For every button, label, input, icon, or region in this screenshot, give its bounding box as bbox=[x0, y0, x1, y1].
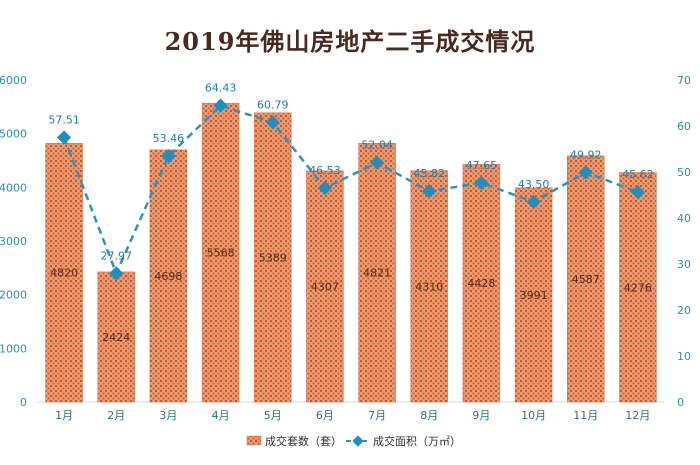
bar-value-label: 4307 bbox=[311, 280, 339, 293]
bar-value-label: 4821 bbox=[363, 267, 391, 280]
bar bbox=[462, 164, 501, 403]
x-tick-label: 3月 bbox=[159, 409, 177, 422]
bar-value-label: 4276 bbox=[624, 281, 652, 294]
legend-bar-label: 成交套数（套） bbox=[265, 434, 342, 448]
y-right-tick-label: 20 bbox=[677, 304, 691, 317]
y-left-tick-label: 6000 bbox=[0, 74, 27, 87]
line-marker bbox=[422, 184, 437, 199]
y-left-tick-label: 1000 bbox=[0, 342, 27, 355]
bar bbox=[254, 112, 292, 403]
y-left-tick-label: 4000 bbox=[0, 181, 27, 194]
line-marker bbox=[57, 130, 72, 145]
line-marker bbox=[630, 185, 645, 200]
x-tick-label: 5月 bbox=[264, 409, 282, 422]
bar bbox=[567, 155, 605, 403]
y-left-tick-label: 3000 bbox=[0, 235, 27, 248]
line-value-label: 27.97 bbox=[101, 249, 133, 262]
line-series bbox=[57, 98, 645, 281]
line-marker bbox=[526, 194, 541, 209]
legend: 成交套数（套） 成交面积（万㎡） bbox=[246, 434, 461, 448]
y-left-tick-label: 2000 bbox=[0, 289, 27, 302]
bar-value-label: 3991 bbox=[520, 289, 548, 302]
y-left-tick-label: 5000 bbox=[0, 128, 27, 141]
bar-value-label: 4820 bbox=[50, 267, 78, 280]
bar-value-labels: 4820 2424 4698 5568 5389 4307 4821 4310 4428 3991… bbox=[50, 247, 652, 344]
bar-value-label: 5568 bbox=[207, 247, 235, 260]
bar bbox=[410, 170, 448, 403]
x-tick-label: 10月 bbox=[521, 409, 546, 422]
bar bbox=[97, 271, 135, 403]
y-right-tick-label: 40 bbox=[677, 212, 691, 225]
bar-value-label: 4310 bbox=[415, 280, 443, 293]
line-value-label: 57.51 bbox=[48, 113, 80, 126]
bar bbox=[201, 102, 240, 403]
x-tick-label: 9月 bbox=[472, 409, 490, 422]
x-tick-label: 6月 bbox=[316, 409, 334, 422]
line-marker bbox=[109, 266, 124, 281]
x-tick-label: 1月 bbox=[55, 409, 73, 422]
y-right-tick-label: 50 bbox=[677, 166, 691, 179]
x-tick-label: 8月 bbox=[420, 409, 438, 422]
x-tick-label: 2月 bbox=[107, 409, 125, 422]
line-marker bbox=[161, 149, 176, 164]
bar bbox=[514, 187, 553, 403]
line-value-labels: 57.51 27.97 53.46 64.43 60.79 46.53 52.04 45.82… bbox=[48, 82, 653, 263]
legend-line-label: 成交面积（万㎡） bbox=[373, 434, 461, 448]
line-path bbox=[62, 104, 639, 277]
bar bbox=[358, 143, 396, 403]
y-right-tick-label: 60 bbox=[677, 120, 691, 133]
x-tick-labels: 1月 2月 3月 4月 5月 6月 7月 8月 9月 10月 11月 12月 bbox=[55, 409, 650, 422]
bar bbox=[619, 172, 657, 403]
legend-bar-swatch bbox=[246, 435, 262, 446]
line-value-label: 60.79 bbox=[257, 98, 289, 111]
y-right-tick-label: 30 bbox=[677, 258, 691, 271]
y-left-tick-label: 0 bbox=[20, 396, 27, 409]
y-right-tick-label: 10 bbox=[677, 350, 691, 363]
line-marker bbox=[265, 115, 280, 130]
line-marker bbox=[370, 155, 385, 170]
x-tick-label: 4月 bbox=[212, 409, 230, 422]
y-right-tick-label: 0 bbox=[677, 396, 684, 409]
line-value-label: 52.04 bbox=[361, 139, 393, 152]
y-right-tick-label: 70 bbox=[677, 74, 691, 87]
bar-series bbox=[45, 102, 657, 403]
line-value-label: 64.43 bbox=[205, 82, 237, 95]
line-value-label: 43.50 bbox=[518, 178, 550, 191]
bar-value-label: 4587 bbox=[572, 273, 600, 286]
line-marker bbox=[578, 165, 593, 180]
line-value-label: 46.53 bbox=[309, 164, 341, 177]
bar-value-label: 4428 bbox=[467, 277, 495, 290]
bar bbox=[45, 143, 83, 403]
line-value-label: 45.62 bbox=[622, 168, 654, 181]
line-value-label: 49.92 bbox=[570, 148, 602, 161]
chart-title: 2019年佛山房地产二手成交情况 bbox=[164, 27, 536, 56]
x-tick-label: 11月 bbox=[573, 409, 598, 422]
x-tick-label: 12月 bbox=[625, 409, 650, 422]
bar bbox=[306, 170, 344, 403]
line-marker bbox=[317, 180, 332, 196]
line-value-label: 53.46 bbox=[153, 132, 185, 145]
line-value-label: 47.65 bbox=[466, 159, 498, 172]
legend-line-marker bbox=[352, 435, 364, 447]
bar-value-label: 5389 bbox=[259, 251, 287, 264]
line-marker bbox=[474, 175, 489, 190]
bar-value-label: 4698 bbox=[154, 270, 182, 283]
x-tick-label: 7月 bbox=[368, 409, 386, 422]
line-value-label: 45.82 bbox=[414, 167, 446, 180]
axes-group: 0 1000 2000 3000 4000 5000 6000 0 10 20 30 40 50 60 70 bbox=[0, 74, 691, 409]
bar-value-label: 2424 bbox=[102, 331, 130, 344]
